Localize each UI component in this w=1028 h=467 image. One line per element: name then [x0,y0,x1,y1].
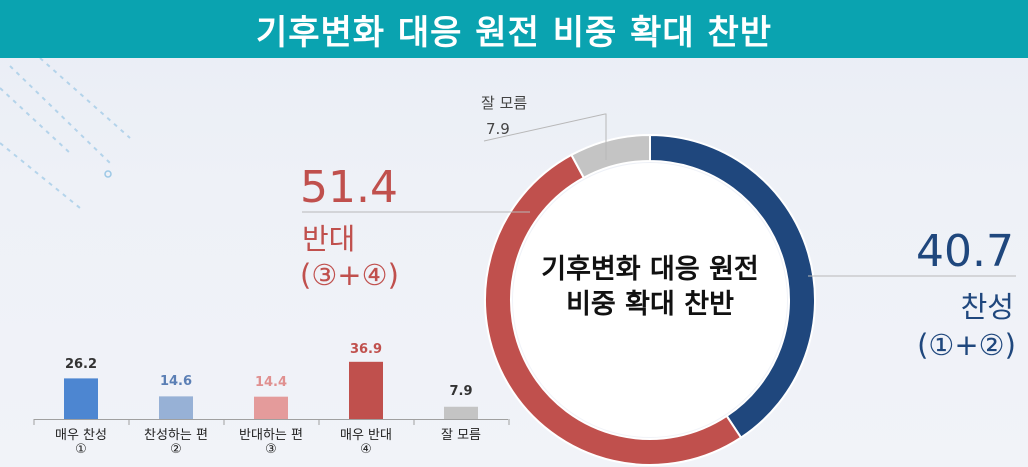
oppose-total-value: 51.4 [300,162,398,213]
bar-category-mark: ④ [360,442,372,457]
unknown-leader-line [483,113,607,160]
favor-sublabel: (①+②) [917,328,1016,362]
bar-value-label: 26.2 [64,357,98,372]
decorative-lines [0,58,131,209]
bar-value-label: 7.9 [449,384,473,399]
donut-center-title: 기후변화 대응 원전 비중 확대 찬반 [541,254,759,321]
bar [64,378,98,419]
bar-category-label: 매우 반대 [340,428,392,443]
bar-value-label: 14.4 [254,375,288,390]
bar-category-label: 잘 모름 [440,428,481,443]
oppose-label: 반대 [302,222,356,256]
donut-hole [513,163,787,437]
bar-category-label: 찬성하는 편 [144,428,208,443]
oppose-sublabel: (③+④) [300,258,399,292]
bar-value-label: 14.6 [159,374,193,389]
bar [444,406,478,419]
bar [159,396,193,419]
page-title: 기후변화 대응 원전 비중 확대 찬반 [255,12,773,53]
bar-category-label: 매우 찬성 [55,428,107,443]
bar-value-label: 36.9 [349,342,383,357]
favor-total-value: 40.7 [916,226,1014,277]
bar [349,361,383,419]
unknown-label: 잘 모름 [481,94,528,112]
donut-slice-unknown [570,133,651,180]
bar-category-mark: ③ [265,442,277,457]
favor-label: 찬성 [960,290,1014,324]
header-bar: 기후변화 대응 원전 비중 확대 찬반 [0,0,1028,58]
bar-category-mark: ② [170,442,182,457]
bar-category-label: 반대하는 편 [239,428,303,443]
bar [254,396,288,419]
bar-category-mark: ① [75,442,87,457]
unknown-value: 7.9 [486,120,510,138]
